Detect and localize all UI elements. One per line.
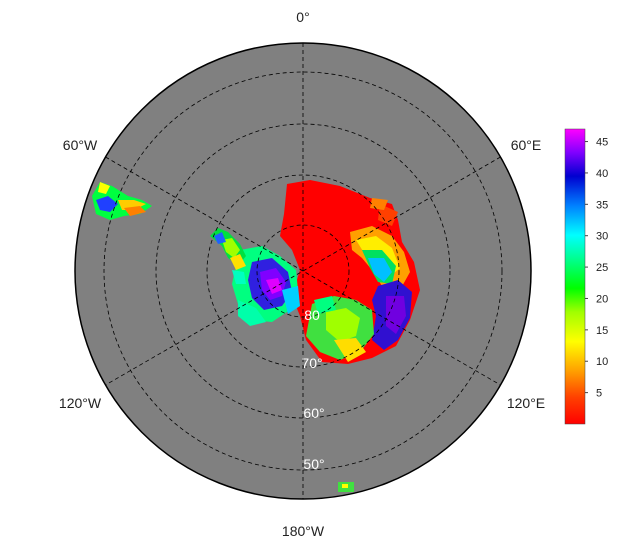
meridian-60w-120e xyxy=(105,156,501,386)
lon-label-0: 0° xyxy=(296,9,309,25)
colorbar-tick-label: 10 xyxy=(596,356,608,368)
colorbar-tick-label: 20 xyxy=(596,293,608,305)
colorbar-tick-label: 35 xyxy=(596,199,608,211)
colorbar-tick-label: 40 xyxy=(596,168,608,180)
colorbar-tick-label: 5 xyxy=(596,388,602,400)
lat-label-80: 80 xyxy=(304,307,320,323)
graticule xyxy=(103,43,503,499)
lat-circle-50 xyxy=(103,71,503,471)
colorbar-tick-label: 30 xyxy=(596,231,608,243)
map-frame xyxy=(74,42,532,500)
colorbar-gradient xyxy=(564,128,586,425)
lon-label-60w: 60°W xyxy=(63,137,98,153)
lat-circle-60 xyxy=(155,123,451,419)
antarctica-data xyxy=(210,180,420,364)
colorbar-tick-label: 25 xyxy=(596,262,608,274)
lat-label-60: 60° xyxy=(303,405,324,421)
lat-label-50: 50° xyxy=(303,456,324,472)
colorbar-tick-label: 15 xyxy=(596,325,608,337)
lon-label-180w: 180°W xyxy=(282,523,325,539)
meridian-60e-120w xyxy=(105,156,501,386)
lon-label-120e: 120°E xyxy=(507,395,545,411)
colorbar-tick-label: 45 xyxy=(596,137,608,149)
lon-label-60e: 60°E xyxy=(511,137,542,153)
colorbar: 5 10 15 20 25 30 35 40 45 xyxy=(564,128,608,425)
lon-label-120w: 120°W xyxy=(59,395,102,411)
lat-label-70: 70° xyxy=(301,355,322,371)
south-america-data xyxy=(92,182,152,220)
